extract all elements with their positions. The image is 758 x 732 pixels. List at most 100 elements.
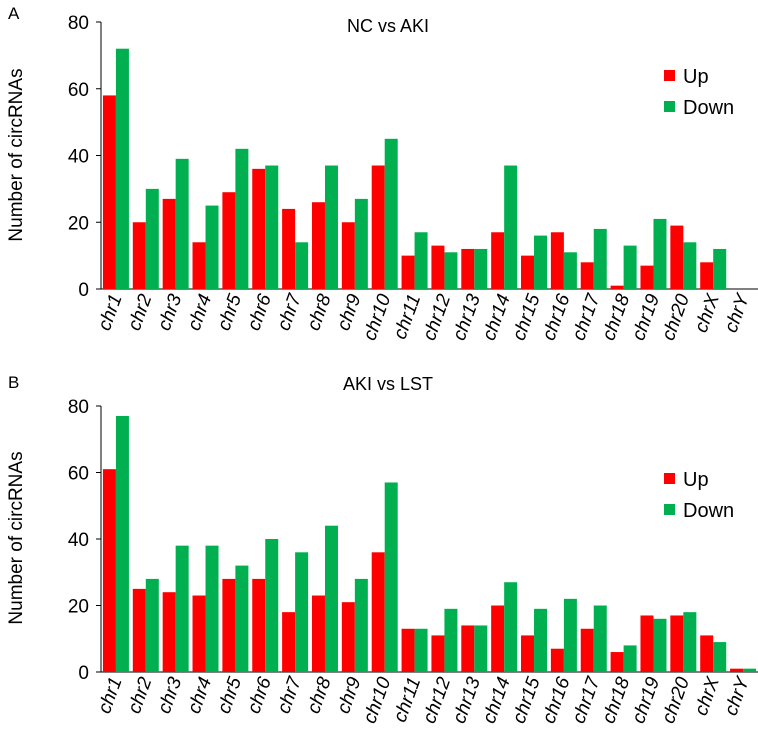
bar-down-chrx [713, 642, 727, 672]
bar-up-chr14 [491, 605, 505, 672]
bar-up-chr2 [132, 588, 146, 672]
bar-up-chr6 [252, 578, 266, 672]
legend-label-down: Down [683, 97, 734, 119]
bar-down-chr14 [504, 165, 518, 289]
bar-up-chr4 [192, 595, 206, 672]
bar-down-chr7 [295, 552, 309, 672]
chart-panel-a: A NC vs AKI Number of circRNAs 0 20 40 60 80 ch… [0, 0, 758, 360]
x-tick-label: chr7 [273, 290, 306, 333]
bar-up-chr11 [401, 628, 415, 672]
bar-down-chr9 [354, 198, 368, 289]
y-tick-label: 40 [68, 147, 89, 168]
y-tick-label: 20 [68, 597, 89, 618]
bar-down-chr6 [265, 539, 279, 672]
bar-up-chr18 [610, 285, 624, 289]
bar-up-chr15 [521, 635, 535, 672]
bar-up-chr2 [132, 222, 146, 289]
bar-down-chr10 [384, 138, 398, 289]
bar-up-chr10 [371, 165, 385, 289]
x-tick-label: chr6 [244, 674, 277, 716]
bar-down-chr7 [295, 242, 309, 289]
x-tick-label: chr3 [154, 674, 187, 716]
x-tick-label: chr9 [333, 291, 366, 333]
bar-down-chr16 [563, 252, 577, 289]
y-axis-label: Number of circRNAs [6, 68, 27, 241]
bar-down-chr8 [324, 525, 338, 672]
bar-down-chr8 [324, 165, 338, 289]
x-tick-label: chr4 [184, 675, 216, 717]
x-tick-label: chr8 [303, 674, 336, 716]
bar-down-chr1 [115, 415, 129, 672]
bar-up-chr8 [311, 202, 325, 289]
bar-up-chrx [700, 635, 714, 672]
bar-chart-a: NC vs AKI Number of circRNAs 0 20 40 60 80 chr1… [6, 13, 758, 343]
bar-up-chr4 [192, 242, 206, 289]
bar-down-chr6 [265, 165, 279, 289]
bar-down-chr17 [593, 228, 607, 289]
x-tick-label: chr1 [94, 675, 126, 717]
bar-chart-b: AKI vs LST Number of circRNAs 0 20 40 60 80 chr… [6, 374, 758, 726]
bar-up-chr1 [102, 95, 116, 289]
bar-down-chr13 [474, 248, 488, 289]
bar-down-chr3 [175, 545, 189, 672]
bar-down-chr4 [205, 205, 219, 289]
legend-swatch-up [664, 70, 675, 81]
y-axis-label: Number of circRNAs [6, 451, 27, 624]
bar-up-chr6 [252, 168, 266, 289]
bar-down-chr15 [534, 235, 548, 289]
bar-up-chr12 [431, 245, 445, 289]
bar-up-chr19 [640, 615, 654, 672]
bar-up-chr12 [431, 635, 445, 672]
bar-down-chr4 [205, 545, 219, 672]
x-tick-label: chr3 [154, 291, 187, 333]
bar-down-chr1 [115, 48, 129, 290]
bar-down-chr19 [653, 218, 667, 289]
bar-down-chr5 [235, 565, 249, 672]
bar-up-chr3 [162, 592, 176, 672]
bar-up-chr9 [341, 602, 355, 672]
bar-down-chr2 [145, 578, 159, 672]
bar-up-chr9 [341, 222, 355, 289]
bar-up-chr18 [610, 652, 624, 672]
chart-panel-b: B AKI vs LST Number of circRNAs 0 20 40 60 80 c… [0, 366, 758, 732]
bar-down-chry [743, 668, 757, 672]
bar-down-chr2 [145, 188, 159, 289]
bar-up-chr7 [282, 208, 296, 289]
bar-up-chr14 [491, 232, 505, 289]
x-tick-label: chr2 [124, 674, 157, 716]
bar-up-chr13 [461, 248, 475, 289]
bar-down-chr20 [683, 242, 697, 289]
y-tick-label: 40 [68, 530, 89, 551]
y-tick-label: 60 [68, 80, 89, 101]
bar-down-chr9 [354, 578, 368, 672]
bar-down-chr3 [175, 158, 189, 289]
x-tick-label: chr4 [184, 292, 216, 334]
x-tick-label: chrX [691, 290, 725, 335]
bar-up-chr8 [311, 595, 325, 672]
bar-up-chr19 [640, 265, 654, 289]
x-tick-label: chr5 [214, 674, 247, 716]
bar-up-chry [730, 668, 744, 672]
bar-up-chr5 [222, 578, 236, 672]
bar-down-chr19 [653, 618, 667, 672]
bar-up-chr3 [162, 198, 176, 289]
bar-up-chr1 [102, 469, 116, 672]
bar-up-chr5 [222, 192, 236, 289]
bar-up-chr20 [670, 225, 684, 289]
legend-label-up: Up [683, 469, 709, 491]
bar-down-chr12 [444, 608, 458, 672]
bar-down-chr18 [623, 245, 637, 289]
legend-label-down: Down [683, 500, 734, 522]
chart-title: AKI vs LST [343, 374, 433, 394]
bar-down-chr12 [444, 252, 458, 289]
bar-up-chrx [700, 262, 714, 289]
y-tick-label: 60 [68, 464, 89, 485]
x-tick-label: chr6 [244, 291, 277, 333]
panel-letter-b: B [8, 373, 20, 392]
bar-up-chr17 [580, 628, 594, 672]
bar-up-chr13 [461, 625, 475, 672]
bar-up-chr16 [550, 232, 564, 289]
bar-up-chr10 [371, 552, 385, 672]
y-tick-label: 0 [78, 280, 89, 301]
x-tick-label: chrY [721, 673, 755, 718]
